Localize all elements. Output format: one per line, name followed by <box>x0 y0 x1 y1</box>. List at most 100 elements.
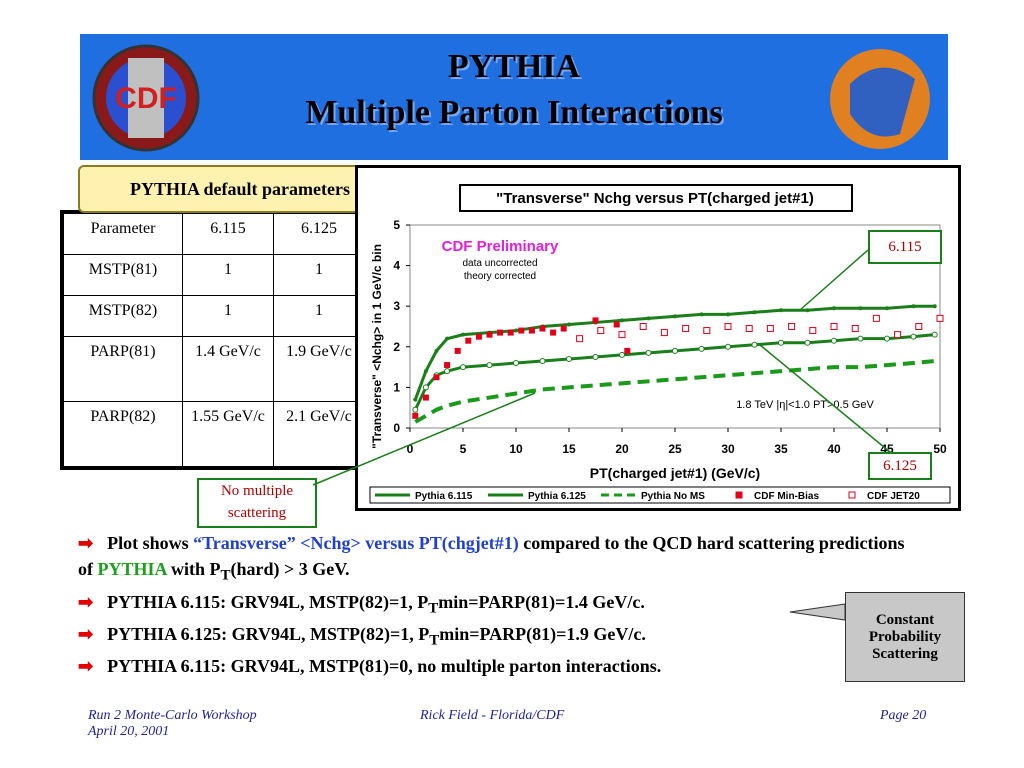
footer-left: Run 2 Monte-Carlo Workshop April 20, 200… <box>88 708 257 739</box>
text: T <box>220 567 231 584</box>
legend-swatch <box>848 491 856 499</box>
point <box>576 335 584 343</box>
text: PYTHIA 6.115: GRV94L, MSTP(81)=0, no mul… <box>107 656 662 676</box>
text: “Transverse” <Nchg> versus PT(chgjet#1) <box>193 533 519 553</box>
point <box>434 348 439 353</box>
point <box>911 304 916 309</box>
point <box>725 343 731 350</box>
text: T <box>428 600 439 617</box>
point <box>894 331 902 339</box>
text: min=PARP(81)=1.9 GeV/c. <box>439 624 646 644</box>
y-tick-label: 5 <box>393 218 400 232</box>
point <box>809 327 817 335</box>
point <box>412 406 419 413</box>
cell: 1 <box>182 295 274 337</box>
cell: Parameter <box>63 213 183 255</box>
y-label: "Transverse" <Nchg> in 1 GeV/c bin <box>370 244 384 449</box>
point <box>726 312 730 317</box>
x-tick-label: 25 <box>668 442 682 456</box>
legend-label: Pythia 6.115 <box>415 491 473 502</box>
point <box>514 328 518 333</box>
bullet: ➡ PYTHIA 6.125: GRV94L, MSTP(82)=1, PTmin… <box>78 624 646 649</box>
point <box>618 331 626 339</box>
x-tick-label: 10 <box>509 442 523 456</box>
point <box>486 362 493 369</box>
x-tick-label: 30 <box>721 442 735 456</box>
cell: 1.9 GeV/c <box>273 336 365 402</box>
point <box>931 331 938 338</box>
point <box>752 310 757 315</box>
legend <box>369 486 951 504</box>
point <box>454 347 461 354</box>
point <box>423 369 428 374</box>
point <box>460 364 466 371</box>
point <box>778 339 784 346</box>
point <box>885 306 889 311</box>
point <box>699 312 704 317</box>
point <box>804 339 811 346</box>
cdf-logo: CDF <box>92 44 200 152</box>
cell: PARP(81) <box>63 336 183 402</box>
cell: MSTP(82) <box>63 295 183 337</box>
point <box>513 360 519 367</box>
point <box>788 323 796 330</box>
y-tick-label: 0 <box>393 421 400 435</box>
point <box>422 394 429 401</box>
point <box>884 335 890 342</box>
chart-title: "Transverse" Nchg versus PT(charged jet#… <box>496 190 814 207</box>
y-tick-label: 3 <box>393 299 400 313</box>
point <box>851 325 859 333</box>
cell: 1.55 GeV/c <box>182 401 274 467</box>
annotation: data uncorrected <box>462 258 537 269</box>
point <box>703 327 711 335</box>
callout-noms: No multiple scattering <box>197 478 317 528</box>
point <box>830 323 838 330</box>
table-caption: PYTHIA default parameters <box>78 165 402 213</box>
point <box>779 308 783 313</box>
x-tick-label: 0 <box>407 442 414 456</box>
callout-const: Constant Probability Scattering <box>845 592 965 682</box>
point <box>745 325 753 333</box>
cell: 1.4 GeV/c <box>182 336 274 402</box>
param-table: Parameter 6.115 6.125 MSTP(81) 1 1 MSTP(82) 1 1 P… <box>60 210 368 470</box>
callout-6115: 6.115 <box>868 230 942 264</box>
cell: 1 <box>273 295 365 337</box>
point <box>518 327 525 334</box>
point <box>766 325 774 333</box>
x-tick-label: 40 <box>827 442 841 456</box>
legend-label: Pythia No MS <box>641 491 705 502</box>
text: min=PARP(81)=1.4 GeV/c. <box>438 592 645 612</box>
bullet: ➡ PYTHIA 6.115: GRV94L, MSTP(82)=1, PTmin… <box>78 592 645 617</box>
point <box>639 323 647 330</box>
point <box>592 353 599 360</box>
point <box>660 329 668 337</box>
point <box>497 329 504 336</box>
legend-label: CDF Min-Bias <box>754 491 819 502</box>
point <box>560 325 567 332</box>
point <box>673 314 677 319</box>
x-label: PT(charged jet#1) (GeV/c) <box>590 465 760 481</box>
row: Parameter 6.115 6.125 <box>63 213 365 255</box>
row: MSTP(82) 1 1 <box>63 295 365 337</box>
callout-6125: 6.125 <box>868 452 932 480</box>
point <box>539 325 546 332</box>
point <box>422 384 429 391</box>
cell: PARP(82) <box>63 401 183 467</box>
point <box>592 317 599 324</box>
footer-right: Page 20 <box>880 708 927 723</box>
text: PYTHIA <box>97 559 167 579</box>
text: Plot shows <box>107 533 194 553</box>
point <box>831 337 837 344</box>
point <box>698 345 705 352</box>
point <box>444 362 451 369</box>
uf-logo <box>830 49 930 149</box>
text: (hard) > 3 GeV. <box>230 559 350 579</box>
text: T <box>429 632 440 649</box>
point <box>413 397 418 402</box>
row: PARP(82) 1.55 GeV/c 2.1 GeV/c <box>63 401 365 467</box>
series-line <box>414 359 935 424</box>
point <box>645 349 652 356</box>
cell: 1 <box>182 254 274 296</box>
point <box>528 327 535 334</box>
